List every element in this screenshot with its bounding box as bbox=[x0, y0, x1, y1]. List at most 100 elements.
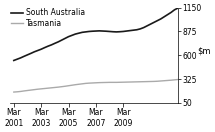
South Australia bbox=[166, 14, 169, 15]
Tasmania bbox=[163, 80, 166, 82]
Line: South Australia: South Australia bbox=[14, 8, 178, 60]
South Australia bbox=[153, 22, 155, 23]
Line: Tasmania: Tasmania bbox=[14, 79, 178, 92]
South Australia bbox=[16, 58, 18, 60]
Tasmania bbox=[50, 87, 53, 89]
Tasmania bbox=[67, 85, 70, 87]
Tasmania bbox=[173, 79, 176, 81]
Tasmania bbox=[146, 81, 148, 82]
Tasmania bbox=[84, 83, 87, 84]
South Australia bbox=[26, 54, 29, 56]
Tasmania bbox=[129, 81, 131, 83]
South Australia bbox=[105, 30, 108, 32]
South Australia bbox=[115, 31, 118, 33]
South Australia bbox=[60, 39, 63, 41]
Tasmania bbox=[64, 85, 66, 87]
Tasmania bbox=[105, 82, 108, 83]
Tasmania bbox=[47, 87, 49, 89]
South Australia bbox=[43, 47, 46, 48]
South Australia bbox=[37, 50, 39, 51]
South Australia bbox=[149, 23, 152, 25]
Tasmania bbox=[23, 90, 25, 92]
Tasmania bbox=[30, 89, 32, 91]
South Australia bbox=[101, 30, 104, 32]
South Australia bbox=[50, 44, 53, 46]
Tasmania bbox=[26, 90, 29, 91]
Tasmania bbox=[118, 81, 121, 83]
South Australia bbox=[112, 31, 114, 32]
South Australia bbox=[54, 43, 56, 44]
Tasmania bbox=[156, 80, 159, 82]
Tasmania bbox=[57, 86, 60, 88]
South Australia bbox=[74, 33, 77, 35]
Tasmania bbox=[166, 80, 169, 81]
South Australia bbox=[33, 51, 36, 53]
Tasmania bbox=[160, 80, 162, 82]
South Australia bbox=[160, 18, 162, 20]
Tasmania bbox=[43, 88, 46, 89]
South Australia bbox=[125, 30, 128, 32]
Tasmania bbox=[153, 81, 155, 82]
South Australia bbox=[118, 31, 121, 32]
South Australia bbox=[129, 30, 131, 31]
Tasmania bbox=[60, 86, 63, 88]
South Australia bbox=[71, 35, 73, 36]
South Australia bbox=[95, 30, 97, 32]
Tasmania bbox=[101, 82, 104, 83]
Y-axis label: $m: $m bbox=[197, 46, 211, 55]
South Australia bbox=[122, 31, 124, 32]
Tasmania bbox=[142, 81, 145, 82]
South Australia bbox=[40, 48, 42, 50]
South Australia bbox=[47, 45, 49, 47]
Tasmania bbox=[177, 79, 179, 80]
Tasmania bbox=[115, 82, 118, 83]
South Australia bbox=[67, 36, 70, 37]
Tasmania bbox=[112, 82, 114, 83]
Tasmania bbox=[132, 81, 135, 83]
South Australia bbox=[12, 60, 15, 61]
Tasmania bbox=[12, 91, 15, 93]
Tasmania bbox=[149, 81, 152, 82]
Legend: South Australia, Tasmania: South Australia, Tasmania bbox=[11, 8, 85, 28]
Tasmania bbox=[71, 84, 73, 86]
South Australia bbox=[173, 9, 176, 11]
South Australia bbox=[30, 53, 32, 54]
Tasmania bbox=[88, 82, 90, 84]
South Australia bbox=[177, 7, 179, 9]
Tasmania bbox=[108, 82, 111, 83]
South Australia bbox=[88, 31, 90, 32]
South Australia bbox=[132, 29, 135, 31]
South Australia bbox=[146, 25, 148, 27]
Tasmania bbox=[91, 82, 94, 84]
South Australia bbox=[19, 57, 22, 59]
Tasmania bbox=[74, 84, 77, 86]
Tasmania bbox=[170, 79, 172, 81]
South Australia bbox=[23, 56, 25, 57]
South Australia bbox=[91, 30, 94, 32]
South Australia bbox=[108, 31, 111, 32]
South Australia bbox=[139, 28, 141, 30]
Tasmania bbox=[122, 81, 124, 83]
Tasmania bbox=[33, 89, 36, 90]
Tasmania bbox=[95, 82, 97, 84]
South Australia bbox=[156, 20, 159, 21]
South Australia bbox=[136, 29, 138, 30]
South Australia bbox=[163, 16, 166, 18]
South Australia bbox=[98, 30, 101, 32]
South Australia bbox=[84, 31, 87, 33]
South Australia bbox=[142, 27, 145, 28]
Tasmania bbox=[136, 81, 138, 83]
Tasmania bbox=[139, 81, 141, 82]
Tasmania bbox=[125, 81, 128, 83]
Tasmania bbox=[81, 83, 83, 85]
Tasmania bbox=[98, 82, 101, 83]
Tasmania bbox=[77, 83, 80, 85]
South Australia bbox=[64, 38, 66, 39]
South Australia bbox=[77, 32, 80, 34]
Tasmania bbox=[19, 91, 22, 92]
South Australia bbox=[57, 41, 60, 43]
Tasmania bbox=[16, 91, 18, 93]
Tasmania bbox=[40, 88, 42, 90]
Tasmania bbox=[54, 87, 56, 88]
South Australia bbox=[81, 32, 83, 33]
